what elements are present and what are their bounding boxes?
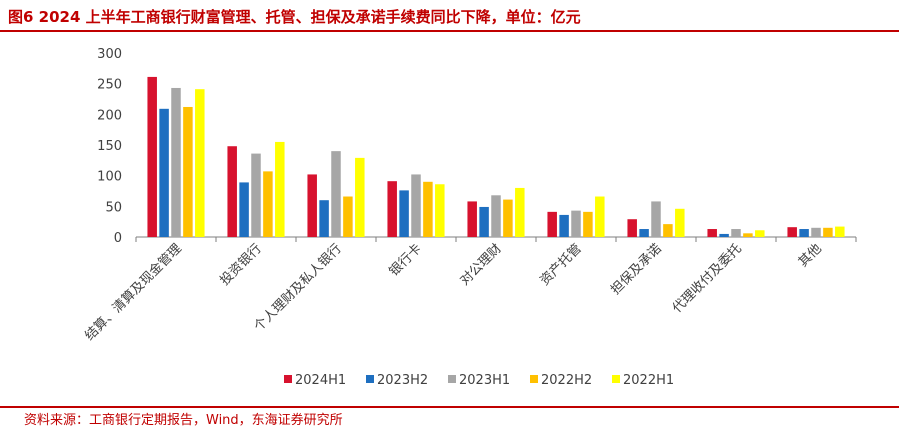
chart-title: 图6 2024 上半年工商银行财富管理、托管、担保及承诺手续费同比下降，单位：亿…	[8, 8, 581, 26]
bar-2022h1-2	[275, 141, 285, 237]
bar-2024h1-2	[227, 146, 237, 237]
bar-2023h1-1	[171, 87, 181, 238]
bar-2024h1-7	[627, 219, 637, 237]
legend-label: 2022H2	[541, 373, 592, 388]
bar-2023h2-6	[559, 214, 569, 237]
bar-2023h1-2	[251, 153, 261, 237]
category-label: 投资银行	[217, 241, 265, 289]
legend-swatch	[612, 375, 620, 383]
bar-2022h2-4	[423, 181, 433, 237]
bar-2022h1-5	[515, 187, 525, 237]
x-axis	[135, 236, 857, 242]
y-tick-label: 100	[97, 170, 122, 185]
y-tick-label: 200	[97, 108, 122, 123]
bar-2024h1-3	[307, 174, 317, 237]
y-tick-label: 300	[97, 47, 122, 62]
y-tick-label: 150	[97, 139, 122, 154]
y-tick-label: 50	[105, 200, 122, 215]
bar-2023h1-3	[331, 151, 341, 237]
bar-2024h1-6	[547, 211, 557, 237]
bar-2022h2-3	[343, 196, 353, 237]
bar-2023h2-2	[239, 182, 249, 237]
legend-swatch	[284, 375, 292, 383]
legend-label: 2023H1	[459, 373, 510, 388]
bar-2022h2-1	[183, 106, 193, 238]
category-label: 个人理财及私人银行	[251, 241, 344, 334]
bar-2024h1-8	[707, 229, 717, 237]
bar-2023h1-7	[651, 201, 661, 237]
bar-2022h1-9	[835, 226, 845, 237]
bar-2022h2-2	[263, 171, 273, 237]
category-label: 对公理财	[457, 241, 504, 288]
legend: 2024H1 2023H2 2023H1 2022H2 2022H1	[284, 373, 674, 388]
bar-2023h1-5	[491, 195, 501, 237]
category-label: 代理收付及委托	[670, 241, 745, 316]
bar-2023h2-1	[159, 108, 169, 238]
category-label: 结算、清算及现金管理	[82, 241, 185, 344]
legend-label: 2024H1	[295, 373, 346, 388]
bar-2022h1-4	[435, 184, 445, 237]
category-label: 资产托管	[537, 241, 584, 288]
bar-2022h2-9	[823, 227, 833, 237]
bar-2022h2-8	[743, 233, 753, 237]
bar-2024h1-9	[787, 227, 797, 237]
y-tick-label: 250	[97, 78, 122, 93]
y-axis: 0 50 100 150 200 250 300	[97, 47, 122, 246]
source-divider	[0, 406, 899, 408]
legend-label: 2022H1	[623, 373, 674, 388]
bar-2022h1-6	[595, 196, 605, 237]
legend-swatch	[366, 375, 374, 383]
bar-2023h2-5	[479, 206, 489, 237]
title-divider	[0, 30, 899, 32]
bar-2022h1-7	[675, 208, 685, 237]
category-label: 银行卡	[387, 241, 425, 279]
bar-chart: 0 50 100 150 200 250 300 结算、清算及现金管理 投资银行个人理财及私人…	[82, 47, 857, 388]
bar-2022h2-5	[503, 199, 513, 237]
bar-2022h2-6	[583, 211, 593, 237]
bar-2022h1-8	[755, 230, 765, 237]
bar-2023h2-7	[639, 229, 649, 237]
bar-2022h1-3	[355, 157, 365, 237]
bar-2023h2-3	[319, 200, 329, 237]
bar-2022h2-7	[663, 224, 673, 237]
bar-2024h1-5	[467, 201, 477, 237]
legend-swatch	[530, 375, 538, 383]
bar-2024h1-4	[387, 181, 397, 237]
bar-2022h1-1	[195, 89, 205, 237]
legend-swatch	[448, 375, 456, 383]
bar-2023h1-6	[571, 210, 581, 237]
bar-2024h1-1	[147, 76, 157, 237]
bar-2023h2-4	[399, 190, 409, 237]
bar-2023h1-8	[731, 229, 741, 237]
legend-label: 2023H2	[377, 373, 428, 388]
category-label: 担保及承诺	[608, 241, 665, 298]
category-labels: 结算、清算及现金管理 投资银行个人理财及私人银行 银行卡 对公理财 资产托管 担保及承诺代…	[82, 241, 825, 344]
bar-2023h1-9	[811, 227, 821, 237]
category-label: 其他	[796, 241, 825, 270]
bars	[147, 76, 845, 238]
bar-2023h1-4	[411, 174, 421, 237]
bar-2023h2-9	[799, 229, 809, 237]
y-tick-label: 0	[114, 231, 122, 246]
bar-2023h2-8	[719, 233, 729, 237]
